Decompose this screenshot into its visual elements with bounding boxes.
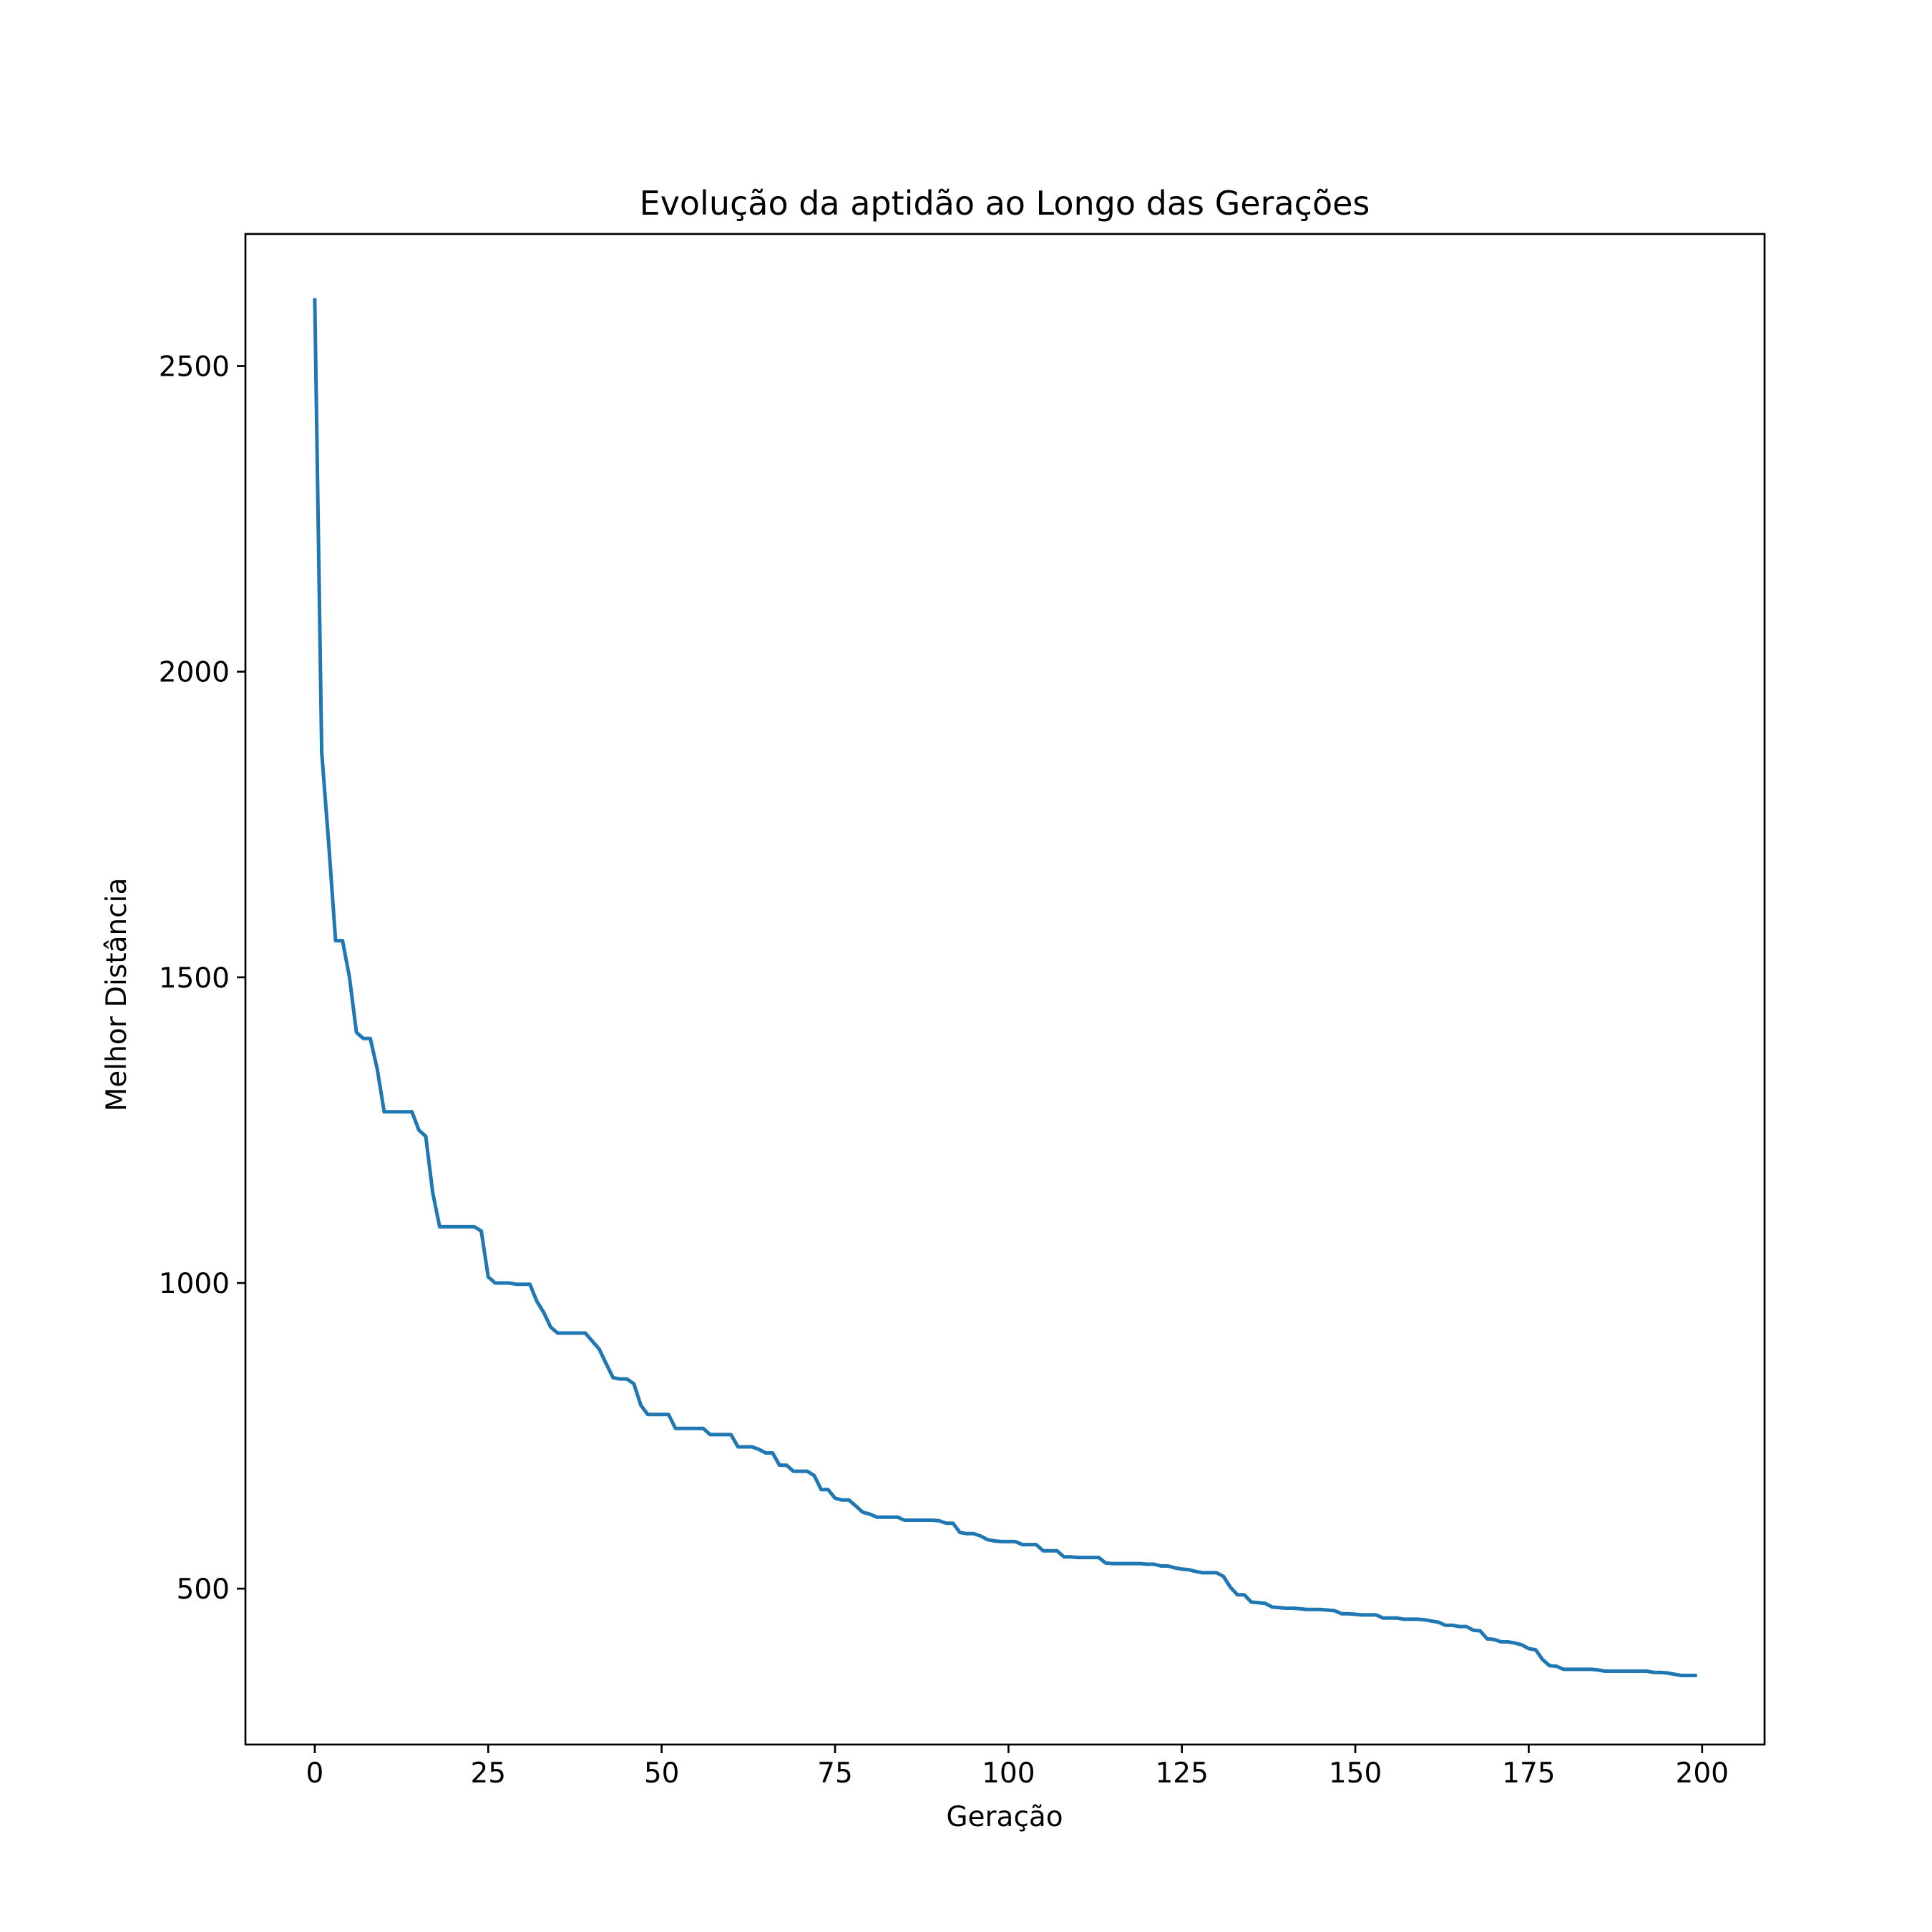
y-tick-label-2000: 2000 bbox=[159, 657, 230, 689]
x-tick-label-100: 100 bbox=[982, 1757, 1035, 1790]
y-tick-label-1000: 1000 bbox=[159, 1268, 230, 1300]
y-tick-label-2500: 2500 bbox=[159, 351, 230, 384]
plot-frame bbox=[244, 233, 1766, 1746]
y-tick-label-1500: 1500 bbox=[159, 962, 230, 995]
x-tick-label-75: 75 bbox=[817, 1757, 853, 1790]
x-tick-label-200: 200 bbox=[1676, 1757, 1729, 1790]
y-axis-label: Melhor Distância bbox=[101, 878, 133, 1112]
x-tick-label-25: 25 bbox=[470, 1757, 506, 1790]
x-tick-label-0: 0 bbox=[306, 1757, 324, 1790]
x-tick-label-125: 125 bbox=[1155, 1757, 1208, 1790]
x-tick-label-175: 175 bbox=[1502, 1757, 1555, 1790]
x-tick-label-50: 50 bbox=[644, 1757, 680, 1790]
x-tick-label-150: 150 bbox=[1329, 1757, 1382, 1790]
y-tick-label-500: 500 bbox=[177, 1574, 230, 1606]
x-axis-label: Geração bbox=[946, 1801, 1063, 1833]
chart-title: Evolução da aptidão ao Longo das Geraçõe… bbox=[640, 184, 1370, 223]
series-line bbox=[313, 298, 1697, 1677]
plot-area: 0 25 50 75 100 125 150 175 200 500 1000 1500 2000 250… bbox=[159, 233, 1766, 1790]
